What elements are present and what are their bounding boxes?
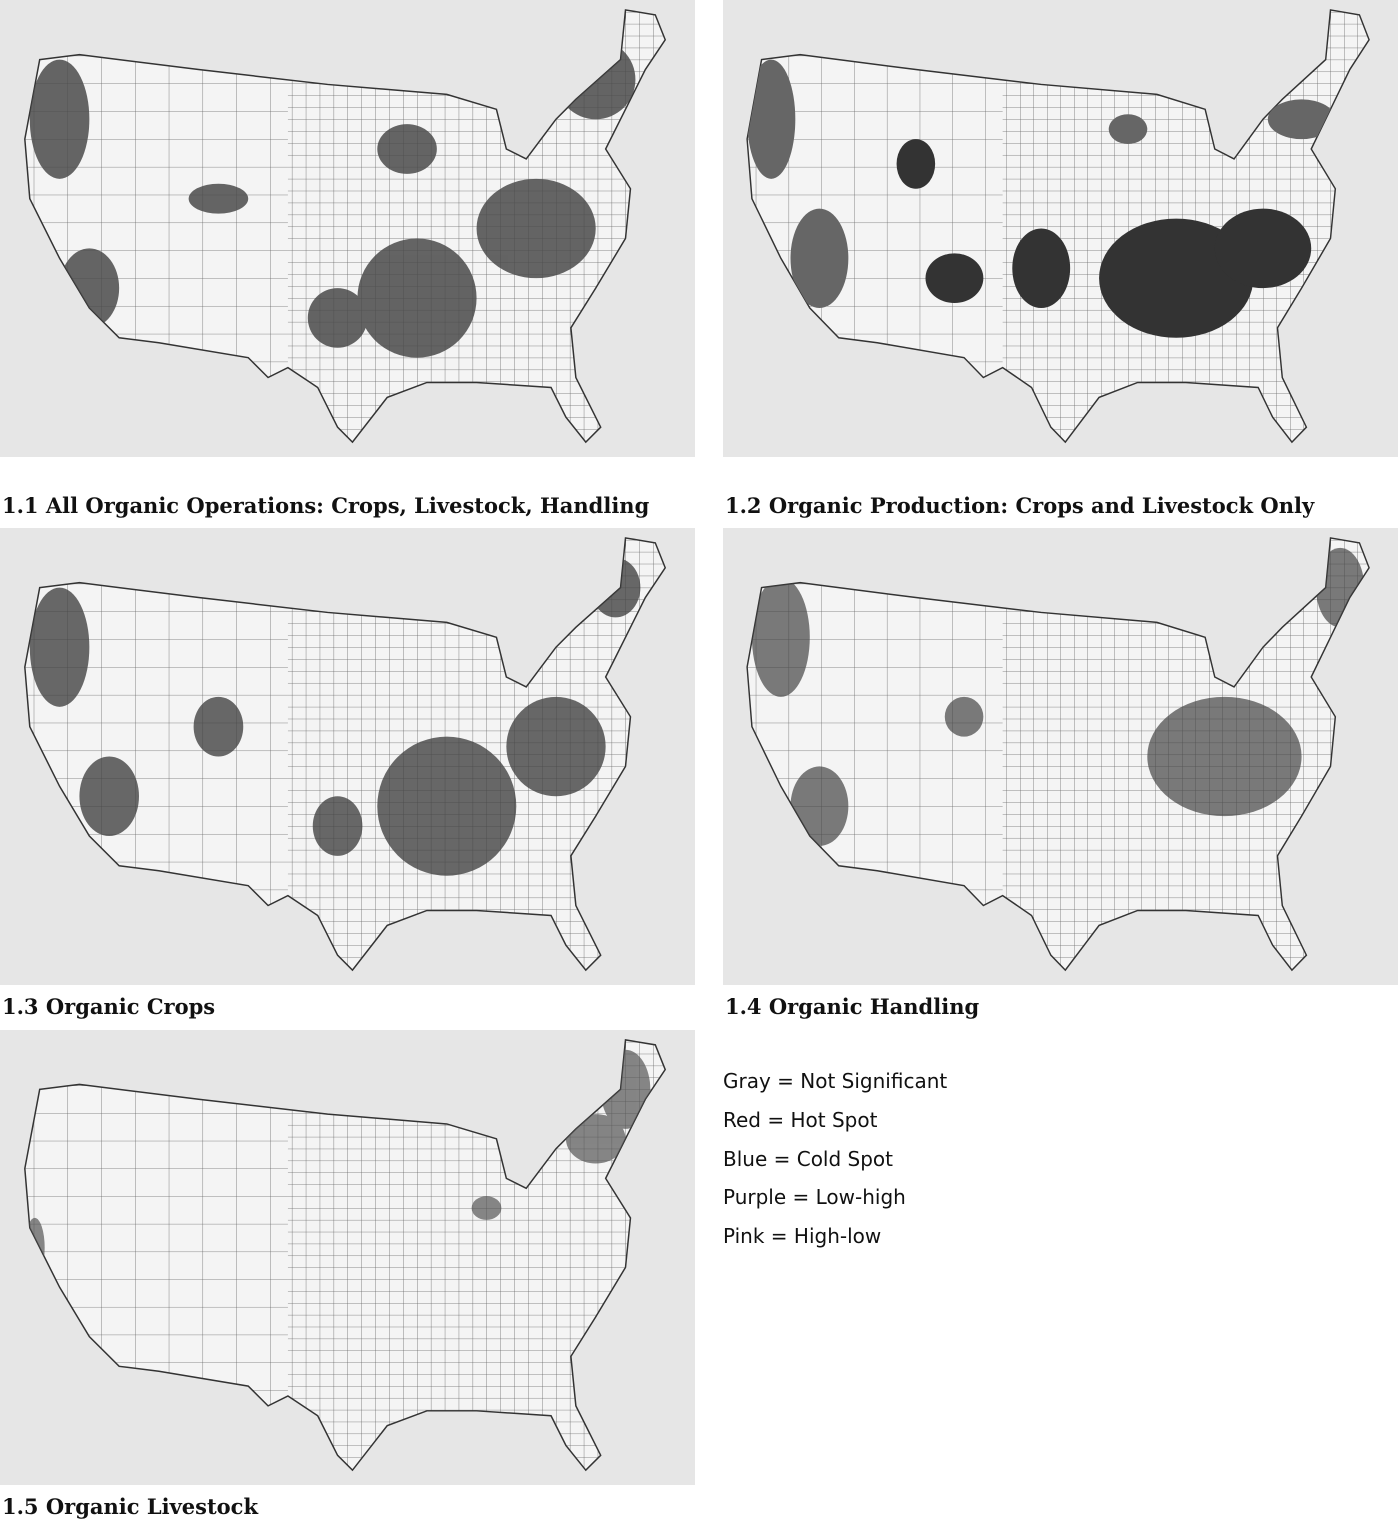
- legend-item: Blue = Cold Spot: [723, 1147, 894, 1171]
- map-panel: [0, 0, 695, 457]
- caption: 1.2 Organic Production: Crops and Livest…: [725, 493, 1315, 518]
- map-panel: [723, 0, 1398, 457]
- legend-item: Pink = High-low: [723, 1224, 882, 1248]
- caption: 1.4 Organic Handling: [725, 994, 980, 1019]
- caption: 1.5 Organic Livestock: [2, 1494, 259, 1519]
- legend-item: Red = Hot Spot: [723, 1108, 878, 1132]
- caption: 1.3 Organic Crops: [2, 994, 216, 1019]
- map-panel: [723, 528, 1398, 985]
- map-panel: [0, 528, 695, 985]
- legend-item: Gray = Not Significant: [723, 1069, 948, 1093]
- map-panel: [0, 1030, 695, 1485]
- caption: 1.1 All Organic Operations: Crops, Lives…: [2, 493, 650, 518]
- legend-item: Purple = Low-high: [723, 1185, 906, 1209]
